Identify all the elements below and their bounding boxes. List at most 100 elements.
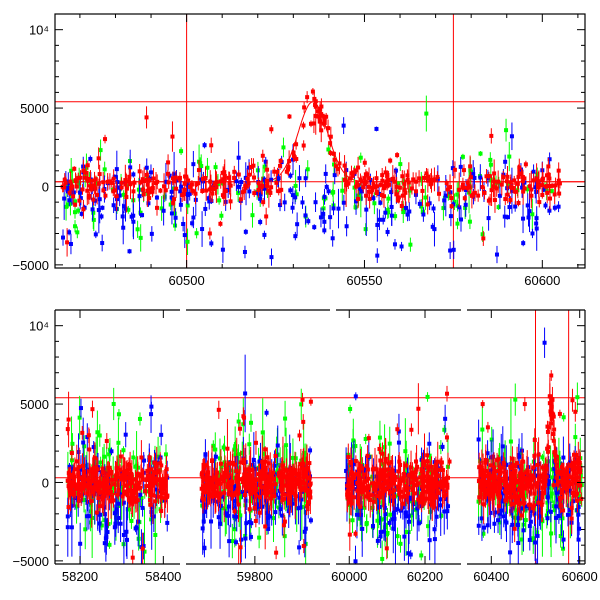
bottom-blue-point xyxy=(517,454,522,459)
top-series-blue-point xyxy=(393,168,398,173)
bottom-blue-point xyxy=(239,537,244,542)
bottom-red-point xyxy=(444,479,449,484)
bottom-red-point xyxy=(132,490,137,495)
bottom-red-point xyxy=(236,491,241,496)
bottom-red-point xyxy=(204,486,209,491)
bottom-red-point xyxy=(104,478,109,483)
bottom-red-point xyxy=(72,467,77,472)
bottom-blue-point xyxy=(440,444,445,449)
top-series-red-point xyxy=(73,179,78,184)
top-series-red-point xyxy=(396,195,401,200)
bottom-red-point xyxy=(430,500,435,505)
top-series-blue-point xyxy=(236,184,241,189)
bottom-red-point xyxy=(305,504,310,509)
bottom-red-point xyxy=(346,455,351,460)
top-series-red-point xyxy=(425,202,430,207)
top-series-green-point xyxy=(72,199,77,204)
bottom-green-point xyxy=(217,456,222,461)
bottom-blue-point xyxy=(140,505,145,510)
bottom-green-point xyxy=(142,549,147,554)
top-series-blue-point xyxy=(547,157,552,162)
bottom-red-point xyxy=(215,478,220,483)
bottom-red-point xyxy=(300,397,305,402)
top-series-red-point xyxy=(425,178,430,183)
top-series-red-point xyxy=(85,163,90,168)
bottom-red-point xyxy=(138,485,143,490)
top-series-blue-point xyxy=(521,241,526,246)
top-series-red-point xyxy=(374,176,379,181)
bottom-red-point xyxy=(307,461,312,466)
bottom-red-point xyxy=(256,472,261,477)
top-series-red-point xyxy=(358,177,363,182)
bottom-red-point xyxy=(358,463,363,468)
bottom-red-point xyxy=(289,482,294,487)
bottom-red-point xyxy=(287,493,292,498)
bottom-red-point xyxy=(215,481,220,486)
top-series-red-point xyxy=(379,193,384,198)
bottom-blue-point xyxy=(109,449,114,454)
top-series-red-point xyxy=(466,183,471,188)
top-series-blue-point xyxy=(421,212,426,217)
bottom-green-point xyxy=(211,443,216,448)
top-series-blue-point xyxy=(262,177,267,182)
bottom-blue-point xyxy=(244,521,249,526)
bottom-blue-point xyxy=(91,445,96,450)
top-series-blue-point xyxy=(269,177,274,182)
bottom-red-point xyxy=(301,419,306,424)
top-series-green-point xyxy=(98,148,103,153)
top-series-red-point xyxy=(516,174,521,179)
top-series-blue-point xyxy=(530,231,535,236)
bottom-red-point xyxy=(248,491,253,496)
bottom-blue-point xyxy=(476,437,481,442)
top-series-red-point xyxy=(111,176,116,181)
top-series-blue-point xyxy=(127,249,132,254)
bottom-red-point xyxy=(252,482,257,487)
bottom-red-point xyxy=(380,451,385,456)
bottom-blue-point xyxy=(508,550,513,555)
bottom-blue-point xyxy=(565,512,570,517)
bottom-blue-point xyxy=(69,525,74,530)
bottom-red-point xyxy=(104,438,109,443)
top-series-red-point xyxy=(395,153,400,158)
bottom-blue-point xyxy=(496,518,501,523)
bottom-blue-point xyxy=(535,533,540,538)
top-series-green-point xyxy=(507,154,512,159)
top-series-blue-point xyxy=(531,169,536,174)
top-series-blue-point xyxy=(336,206,341,211)
top-series-blue-point xyxy=(161,208,166,213)
bottom-red-point xyxy=(101,491,106,496)
top-series-green-point xyxy=(393,214,398,219)
top-series-red-point xyxy=(256,188,261,193)
bottom-red-point xyxy=(90,407,95,412)
bottom-green-point xyxy=(481,531,486,536)
top-series-red-point xyxy=(220,170,225,175)
bottom-red-point xyxy=(364,463,369,468)
top-series-red-point xyxy=(144,177,149,182)
bottom-red-point xyxy=(218,481,223,486)
bottom-green-point xyxy=(131,455,136,460)
bottom-red-point xyxy=(353,458,358,463)
top-series-blue-point xyxy=(364,207,369,212)
bottom-blue-point xyxy=(67,464,72,469)
top-series-blue-point xyxy=(209,241,214,246)
bottom-blue-point xyxy=(257,505,262,510)
bottom-green-point xyxy=(213,447,218,452)
bottom-red-point xyxy=(222,490,227,495)
top-series-red-point xyxy=(211,186,216,191)
bottom-red-point xyxy=(213,490,218,495)
bottom-blue-point xyxy=(203,452,208,457)
bottom-red-point xyxy=(352,495,357,500)
top-series-red-point xyxy=(193,191,198,196)
bottom-green-point xyxy=(575,395,580,400)
bottom-red-point xyxy=(225,466,230,471)
bottom-green-point xyxy=(442,427,447,432)
top-series-blue-point xyxy=(242,249,247,254)
bottom-red-point xyxy=(290,477,295,482)
top-series-red-point xyxy=(400,174,405,179)
top-series-red-point xyxy=(85,188,90,193)
top-series-blue-point xyxy=(97,197,102,202)
bottom-green-point xyxy=(277,500,282,505)
top-xtick-label: 60600 xyxy=(524,273,560,288)
top-series-red-point xyxy=(486,198,491,203)
bottom-blue-point xyxy=(303,526,308,531)
